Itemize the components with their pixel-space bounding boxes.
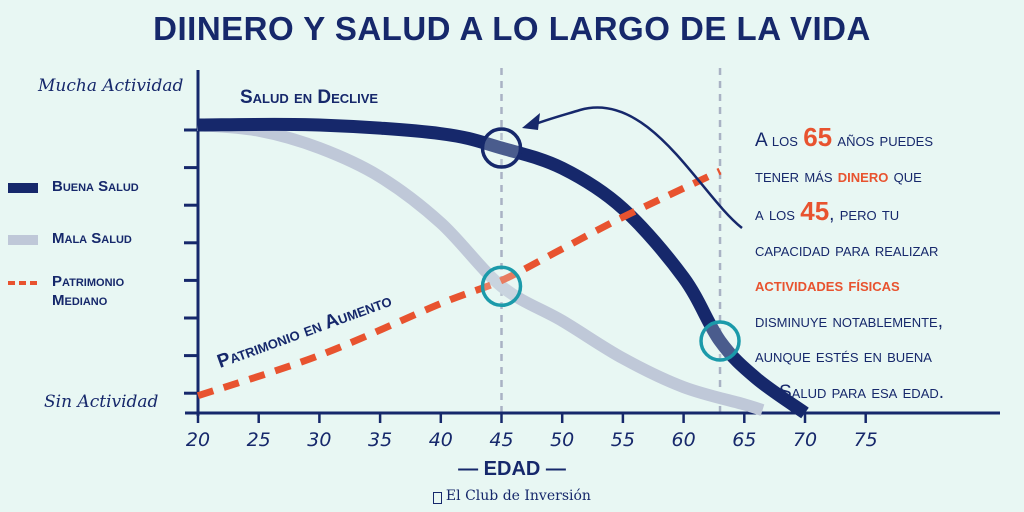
legend-label-line2: Mediano [52, 292, 108, 309]
legend-swatch-grey [8, 235, 38, 245]
highlight-45: 45 [800, 196, 830, 226]
x-tick-label: 45 [489, 429, 513, 451]
brand-text: El Club de Inversión [445, 488, 591, 504]
chart-title: DIINERO Y SALUD A LO LARGO DE LA VIDA [153, 10, 871, 47]
x-tick-label: 65 [732, 429, 756, 451]
x-tick-label: 50 [550, 429, 574, 451]
legend-swatch-navy [8, 183, 38, 193]
legend-item-patrimonio: Patrimonio Mediano [8, 272, 124, 310]
highlight-circle [480, 265, 523, 308]
callout-line-3: a los 45, pero tu [755, 196, 900, 226]
x-tick-label: 25 [247, 429, 271, 451]
x-tick-label: 75 [854, 429, 878, 451]
highlight-dinero: dinero [837, 165, 889, 187]
legend-swatch-dashed [8, 281, 38, 285]
series-line-buena-salud [197, 117, 809, 419]
annotation-salud-declive: Salud en Declive [240, 87, 378, 108]
y-label-top: Mucha Actividad [38, 76, 184, 96]
series-line-patrimonio-mediano [196, 167, 722, 400]
callout-line-8: Salud para esa edad. [779, 381, 945, 403]
highlight-circle [699, 320, 741, 362]
highlight-65: 65 [803, 122, 833, 152]
x-axis-label-text: EDAD [483, 458, 541, 480]
callout-line-5: actividades físicas [755, 275, 900, 296]
x-tick-label: 60 [672, 429, 696, 451]
arrow-curve [529, 106, 743, 229]
callout-line-7: aunque estés en buena [755, 346, 932, 367]
brand-logo-icon [433, 492, 442, 504]
callout-line-4: capacidad para realizar [755, 239, 939, 261]
legend-label-line1: Patrimonio [52, 273, 125, 290]
series-line-mala-salud [197, 119, 765, 416]
x-axis-label: — EDAD — [458, 458, 566, 480]
legend-item-buena-salud: Buena Salud [8, 178, 139, 195]
x-tick-label: 35 [368, 429, 392, 451]
callout-line-1: A los 65 años puedes [755, 122, 933, 152]
callout-line-6: disminuye notablemente, [755, 310, 944, 332]
callout-text: A los 65 años puedes tener más dinero qu… [755, 120, 1024, 410]
legend-label: Mala Salud [52, 230, 132, 247]
x-tick-label: 70 [793, 429, 817, 451]
y-label-bottom: Sin Actividad [44, 392, 159, 412]
x-tick-label: 30 [307, 429, 331, 451]
x-tick-label: 20 [186, 429, 210, 451]
legend-label: Patrimonio Mediano [52, 272, 124, 310]
arrow-head-icon [522, 113, 540, 130]
highlight-circle [480, 127, 523, 169]
x-tick-label: 40 [429, 429, 453, 451]
callout-line-2: tener más dinero que [755, 165, 922, 187]
brand: El Club de Inversión [0, 488, 1024, 504]
legend-label: Buena Salud [52, 178, 139, 195]
x-tick-label: 55 [611, 429, 635, 451]
legend-item-mala-salud: Mala Salud [8, 230, 132, 247]
